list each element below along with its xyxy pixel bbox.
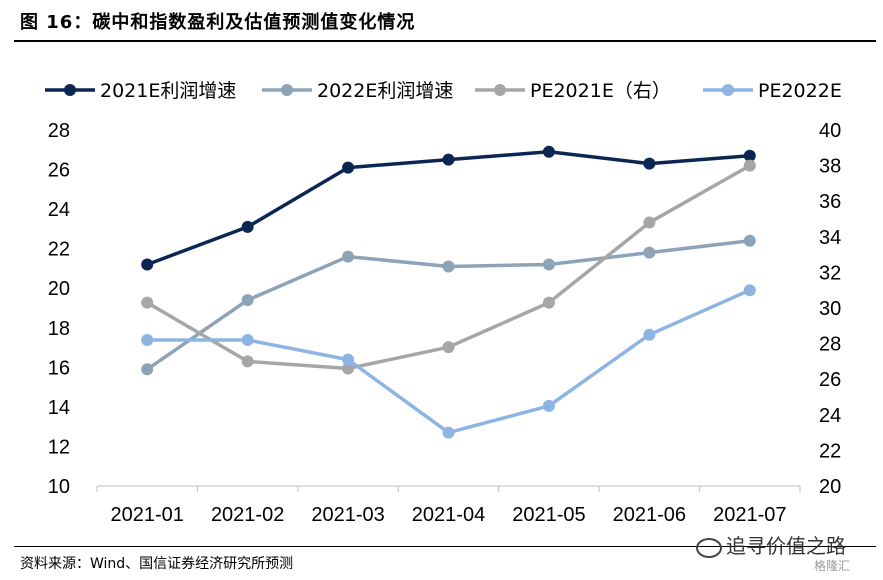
x-tick-label: 2021-03 [311, 504, 384, 526]
legend-item: PE2022E [703, 80, 842, 102]
data-point [141, 296, 154, 309]
y-left-tick-label: 28 [48, 120, 70, 142]
data-point [542, 258, 555, 271]
y-right-tick-label: 24 [819, 405, 841, 427]
legend-swatch-marker [64, 84, 76, 96]
legend-item: 2022E利润增速 [262, 80, 453, 102]
y-left-tick-label: 10 [48, 476, 70, 498]
legend-label: 2021E利润增速 [100, 80, 236, 102]
title-rule [14, 40, 876, 42]
y-right-tick-label: 26 [819, 369, 841, 391]
legend-swatch-marker [281, 84, 293, 96]
data-point [141, 334, 154, 347]
data-point [743, 159, 756, 172]
x-tick-label: 2021-04 [412, 504, 485, 526]
legend: 2021E利润增速 2022E利润增速 PE2021E（右） PE2022E [45, 80, 842, 102]
data-point [743, 149, 756, 162]
data-point [542, 145, 555, 158]
wechat-icon [696, 537, 722, 558]
x-tick-label: 2021-05 [512, 504, 585, 526]
data-point [241, 220, 254, 233]
y-left-tick-label: 16 [48, 357, 70, 379]
data-point [241, 294, 254, 307]
data-point [643, 157, 656, 170]
figure-title: 图 16：碳中和指数盈利及估值预测值变化情况 [20, 12, 416, 33]
legend-label: 2022E利润增速 [317, 80, 453, 102]
data-point [241, 355, 254, 368]
data-point [743, 234, 756, 247]
x-tick-label: 2021-01 [111, 504, 184, 526]
series-line [147, 288, 751, 435]
series-4 [141, 284, 756, 439]
watermark-text: 追寻价值之路 [726, 534, 846, 558]
y-right-tick-label: 40 [819, 120, 841, 142]
data-point [442, 341, 455, 354]
data-point [241, 334, 254, 347]
legend-item: 2021E利润增速 [45, 80, 236, 102]
y-left-tick-label: 22 [48, 239, 70, 261]
data-point [442, 153, 455, 166]
data-point [643, 246, 656, 259]
y-right-tick-label: 30 [819, 298, 841, 320]
y-right-tick-label: 28 [819, 334, 841, 356]
data-point [643, 328, 656, 341]
source-rule [14, 546, 876, 547]
series-1 [141, 145, 756, 271]
data-point [442, 426, 455, 439]
source-note: 资料来源：Wind、国信证券经济研究所预测 [20, 556, 294, 572]
y-left-tick-label: 20 [48, 278, 70, 300]
data-point [141, 363, 154, 376]
y-left-tick-label: 18 [48, 318, 70, 340]
watermark-logo: 格隆汇 [814, 559, 851, 573]
data-point [542, 296, 555, 309]
data-point [342, 161, 355, 174]
data-point [342, 362, 355, 375]
x-tick-label: 2021-07 [713, 504, 786, 526]
data-point [442, 260, 455, 273]
y-left-tick-label: 26 [48, 160, 70, 182]
x-tick-label: 2021-02 [211, 504, 284, 526]
data-point [342, 353, 355, 366]
data-point [342, 250, 355, 263]
y-left-tick-label: 12 [48, 436, 70, 458]
y-left-tick-label: 14 [48, 397, 70, 419]
series-2 [141, 234, 756, 376]
legend-label: PE2022E [758, 80, 842, 102]
series-layer [141, 145, 756, 439]
y-left-tick-label: 24 [48, 199, 70, 221]
y-right-tick-label: 36 [819, 191, 841, 213]
series-3 [141, 159, 756, 375]
series-line [146, 150, 750, 267]
y-right-tick-label: 34 [819, 227, 841, 249]
x-tick-label: 2021-06 [613, 504, 686, 526]
watermark: 追寻价值之路 [696, 530, 846, 559]
y-right-tick-label: 20 [819, 476, 841, 498]
legend-item: PE2021E（右） [475, 80, 671, 102]
data-point [141, 258, 154, 271]
data-point [743, 284, 756, 297]
legend-swatch-marker [494, 84, 506, 96]
y-right-tick-label: 32 [819, 262, 841, 284]
legend-swatch-marker [722, 84, 734, 96]
axes: 2021-01 2021-02 2021-03 2021-04 2021-05 2021-… [48, 120, 842, 526]
y-right-tick-label: 38 [819, 156, 841, 178]
y-right-tick-label: 22 [819, 440, 841, 462]
data-point [643, 216, 656, 229]
legend-label: PE2021E（右） [530, 80, 671, 102]
data-point [542, 399, 555, 412]
